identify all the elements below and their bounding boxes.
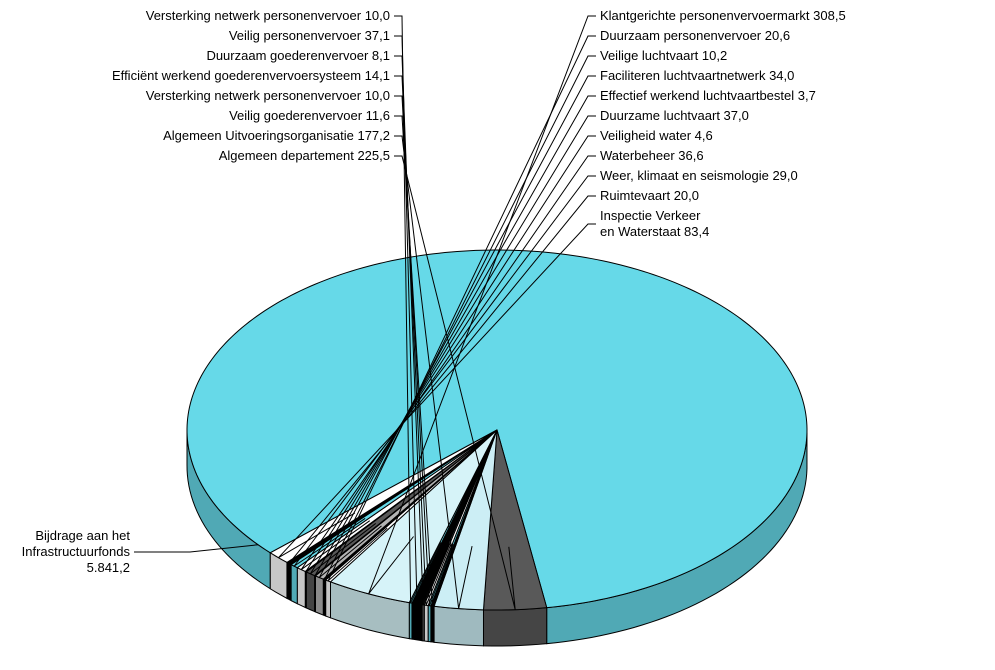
chart-label: Veiligheid water 4,6: [600, 128, 713, 143]
chart-label: Weer, klimaat en seismologie 29,0: [600, 168, 798, 183]
chart-label: Faciliteren luchtvaartnetwerk 34,0: [600, 68, 794, 83]
chart-label: Infrastructuurfonds: [22, 544, 131, 559]
chart-label: Algemeen departement 225,5: [219, 148, 390, 163]
chart-label: Duurzaam personenvervoer 20,6: [600, 28, 790, 43]
chart-label: Duurzaam goederenvervoer 8,1: [206, 48, 390, 63]
chart-label: Versterking netwerk personenvervoer 10,0: [146, 8, 390, 23]
chart-label: Inspectie Verkeer: [600, 208, 701, 223]
chart-label: Duurzame luchtvaart 37,0: [600, 108, 749, 123]
chart-label: Algemeen Uitvoeringsorganisatie 177,2: [163, 128, 390, 143]
chart-label: Veilig goederenvervoer 11,6: [229, 108, 390, 123]
chart-label: Effectief werkend luchtvaartbestel 3,7: [600, 88, 816, 103]
chart-label: en Waterstaat 83,4: [600, 224, 709, 239]
chart-label: Veilig personenvervoer 37,1: [229, 28, 390, 43]
chart-label: Waterbeheer 36,6: [600, 148, 704, 163]
chart-label: Klantgerichte personenvervoermarkt 308,5: [600, 8, 846, 23]
chart-label: 5.841,2: [87, 560, 130, 575]
chart-label: Efficiënt werkend goederenvervoersysteem…: [112, 68, 390, 83]
chart-label: Versterking netwerk personenvervoer 10,0: [146, 88, 390, 103]
chart-label: Veilige luchtvaart 10,2: [600, 48, 727, 63]
chart-label: Bijdrage aan het: [35, 528, 130, 543]
chart-label: Ruimtevaart 20,0: [600, 188, 699, 203]
pie-chart: Algemeen departement 225,5 Algemeen Uitvo…: [0, 0, 995, 670]
